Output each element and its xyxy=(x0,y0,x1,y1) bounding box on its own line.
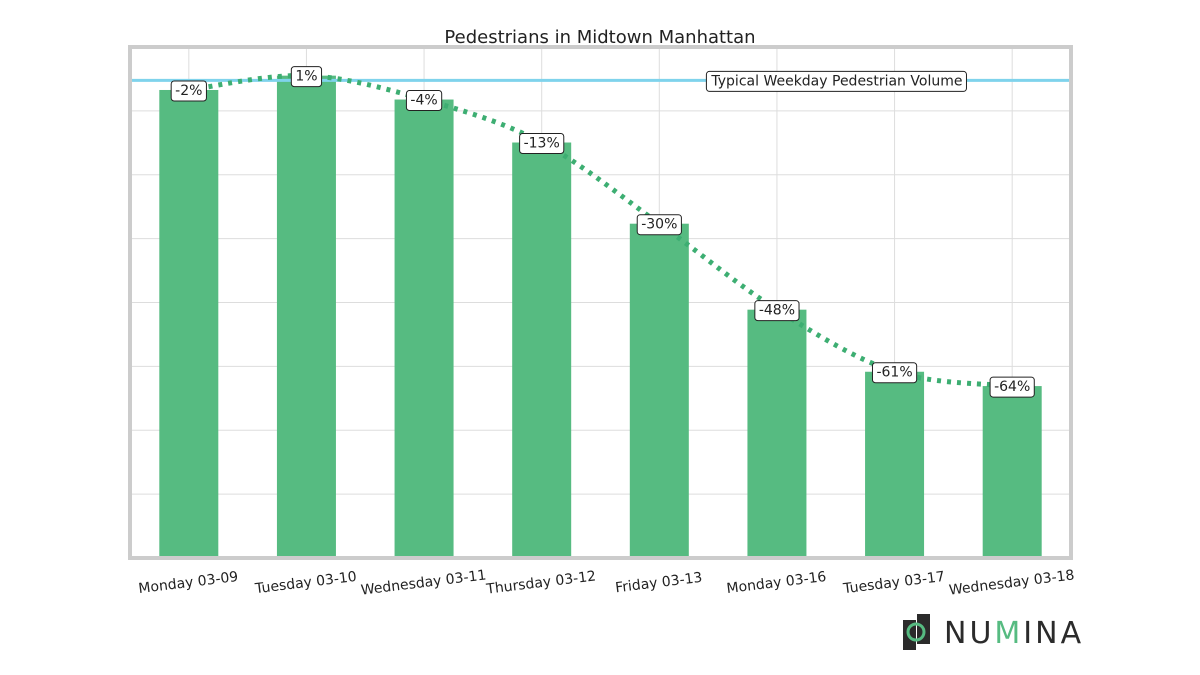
reference-label: Typical Weekday Pedestrian Volume xyxy=(710,73,962,89)
bar xyxy=(747,310,806,558)
x-tick-label: Wednesday 03-18 xyxy=(948,567,1075,598)
bar xyxy=(159,90,218,558)
data-label: 1% xyxy=(295,69,317,85)
bar xyxy=(865,372,924,558)
x-tick-label: Monday 03-09 xyxy=(138,569,240,597)
x-tick-label: Friday 03-13 xyxy=(614,570,703,597)
numina-mark-icon xyxy=(903,614,930,650)
logo-part-nu: NU xyxy=(944,616,994,651)
bar xyxy=(983,386,1042,558)
numina-wordmark: NUMINA xyxy=(944,616,1084,651)
x-tick-label: Tuesday 03-17 xyxy=(841,569,945,597)
data-label: -61% xyxy=(876,365,912,381)
x-tick-label: Wednesday 03-11 xyxy=(360,567,487,598)
gridlines xyxy=(130,47,1071,558)
x-tick-label: Monday 03-16 xyxy=(726,569,828,597)
data-label: -13% xyxy=(524,136,560,152)
logo-part-m: M xyxy=(994,616,1023,651)
numina-logo: NUMINA xyxy=(903,614,1084,651)
data-label: -30% xyxy=(641,217,677,233)
chart-title: Pedestrians in Midtown Manhattan xyxy=(444,27,755,48)
data-label: -64% xyxy=(994,379,1030,395)
bar xyxy=(512,143,571,558)
bars xyxy=(159,76,1041,558)
data-label: -48% xyxy=(759,303,795,319)
bar xyxy=(630,224,689,558)
reference-line-group: Typical Weekday Pedestrian Volume xyxy=(130,71,1071,91)
x-tick-label: Thursday 03-12 xyxy=(485,568,597,597)
data-label: -4% xyxy=(410,93,437,109)
logo-part-ina: INA xyxy=(1023,616,1084,651)
data-label: -2% xyxy=(175,83,202,99)
bar xyxy=(395,100,454,558)
x-tick-label: Tuesday 03-10 xyxy=(253,569,357,597)
bar xyxy=(277,76,336,558)
x-tick-labels: Monday 03-09 Tuesday 03-10 Wednesday 03-11… xyxy=(138,567,1076,598)
